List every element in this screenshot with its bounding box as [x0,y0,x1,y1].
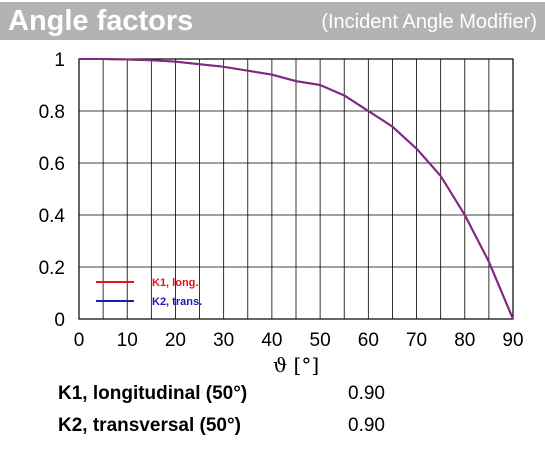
x-tick-label: 30 [213,330,234,351]
y-tick-label: 0.2 [39,258,65,279]
x-tick-label: 10 [117,330,138,351]
y-tick-label: 0 [54,310,65,331]
y-tick-label: 0.8 [39,102,65,123]
series-line [79,58,514,320]
legend-label: K2, trans. [152,296,202,308]
x-tick-label: 70 [406,330,427,351]
x-tick-label: 60 [358,330,379,351]
x-tick-label: 80 [454,330,475,351]
x-axis-label: ϑ [°] [273,353,319,377]
x-tick-label: 90 [502,330,523,351]
k1-value-label: K1, longitudinal (50°) [58,383,248,404]
page-subtitle: (Incident Angle Modifier) [321,11,537,33]
k2-value-label: K2, transversal (50°) [58,415,241,436]
x-tick-label: 20 [165,330,186,351]
x-tick-label: 0 [74,330,85,351]
y-tick-label: 0.6 [39,154,65,175]
k2-value: 0.90 [348,415,385,436]
page-title: Angle factors [8,5,194,37]
y-tick-label: 1 [54,50,65,71]
y-tick-label: 0.4 [39,206,66,227]
x-tick-label: 40 [261,330,282,351]
plot-frame [78,58,514,320]
angle-factor-chart: 00.20.40.60.810 10 20 30 40 50 60 70 80 90ϑ [°]K1… [39,50,524,377]
x-tick-label: 50 [310,330,331,351]
k1-value: 0.90 [348,383,385,404]
header-bar: Angle factors (Incident Angle Modifier) [0,2,545,40]
legend-label: K1, long. [152,277,198,289]
